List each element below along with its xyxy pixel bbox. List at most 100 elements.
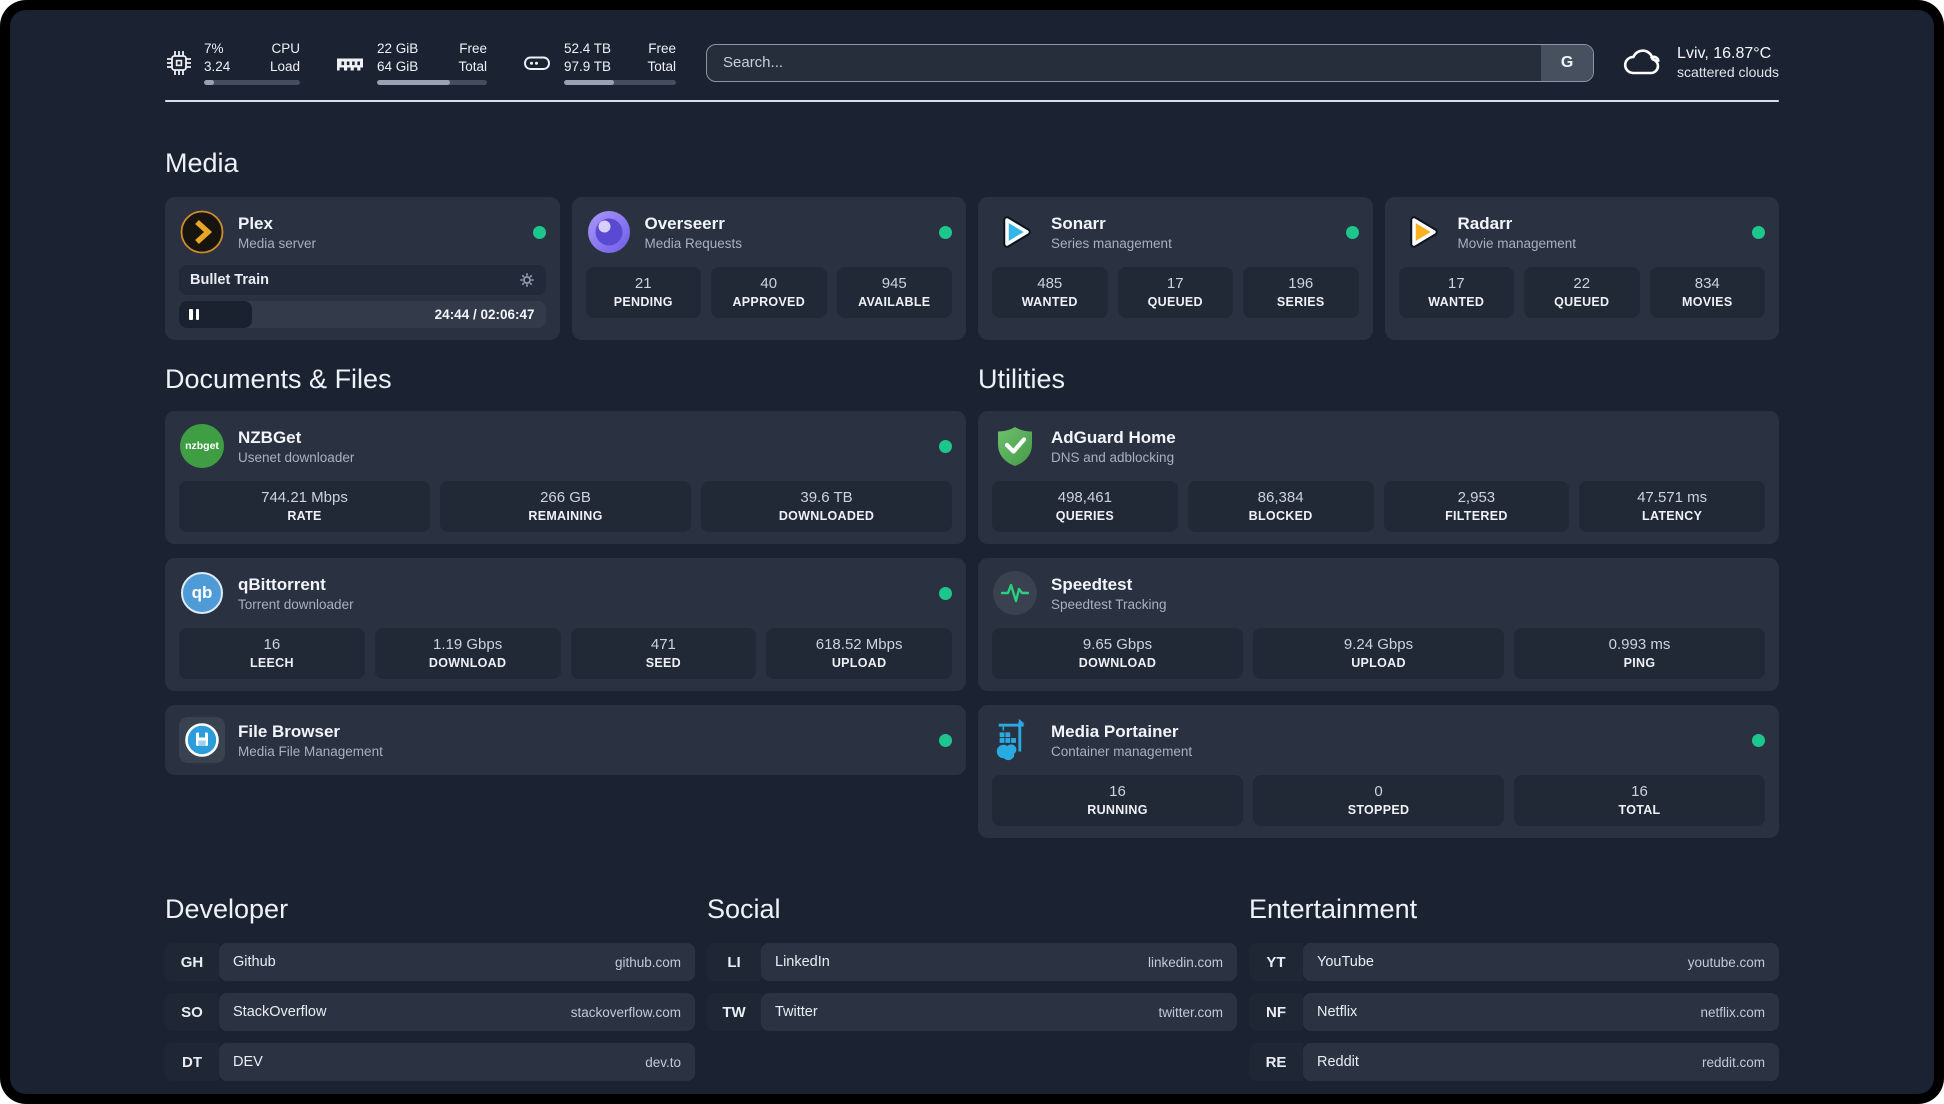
developer-section-title: Developer	[165, 894, 289, 925]
stat-label: RATE	[287, 509, 322, 524]
link-abbr: RE	[1249, 1043, 1303, 1082]
filebrowser-card[interactable]: File Browser Media File Management	[165, 705, 966, 776]
stat-tile: 0.993 ms PING	[1514, 628, 1765, 680]
app-description: Usenet downloader	[238, 449, 355, 465]
plex-card[interactable]: Plex Media server Bullet Train 24:44 / 0…	[165, 197, 560, 341]
link-row-netflix[interactable]: NF Netflix netflix.com	[1249, 993, 1779, 1032]
qbittorrent-card[interactable]: qb qBittorrent Torrent downloader 16 LEE…	[165, 558, 966, 692]
playback-time: 24:44 / 02:06:47	[434, 307, 535, 323]
adguard-icon	[992, 423, 1038, 469]
playback-progress-bar[interactable]: 24:44 / 02:06:47	[179, 301, 546, 329]
stat-value: 0.993 ms	[1608, 636, 1671, 654]
link-row-github[interactable]: GH Github github.com	[165, 943, 695, 982]
link-url: github.com	[614, 954, 681, 970]
link-row-stackoverflow[interactable]: SO StackOverflow stackoverflow.com	[165, 993, 695, 1032]
header-bar: 7% 3.24 CPU Load	[165, 40, 1779, 86]
storage-total-label: Total	[647, 58, 676, 74]
link-row-dev[interactable]: DT DEV dev.to	[165, 1043, 695, 1082]
app-description: Container management	[1051, 743, 1193, 759]
app-name: Media Portainer	[1051, 721, 1179, 741]
stat-label: PENDING	[613, 295, 673, 310]
header-divider	[165, 100, 1779, 103]
app-name: Overseerr	[644, 213, 725, 233]
stat-value: 471	[650, 636, 676, 654]
stat-value: 744.21 Mbps	[261, 489, 348, 507]
stat-tile: 2,953 FILTERED	[1383, 481, 1570, 533]
link-abbr: DT	[165, 1043, 219, 1082]
stat-value: 9.65 Gbps	[1082, 636, 1153, 654]
stat-tile: 618.52 Mbps UPLOAD	[766, 628, 952, 680]
stat-value: 9.24 Gbps	[1343, 636, 1414, 654]
app-description: Speedtest Tracking	[1051, 596, 1167, 612]
link-row-linkedin[interactable]: LI LinkedIn linkedin.com	[707, 943, 1237, 982]
stat-tile: 17 WANTED	[1398, 267, 1514, 319]
cpu-label: CPU	[271, 41, 300, 56]
stat-value: 22	[1573, 275, 1591, 293]
stat-label: QUEUED	[1554, 295, 1610, 310]
stat-label: DOWNLOAD	[1078, 656, 1157, 671]
entertainment-section-title: Entertainment	[1249, 894, 1418, 925]
link-name: Netflix	[1317, 1004, 1358, 1021]
stat-tile: 47.571 ms LATENCY	[1579, 481, 1765, 533]
link-name: LinkedIn	[775, 954, 830, 971]
status-dot	[1345, 225, 1359, 239]
now-playing-title: Bullet Train	[190, 272, 269, 289]
overseerr-card[interactable]: Overseerr Media Requests 21 PENDING 40 A…	[571, 197, 966, 341]
stat-tile: 834 MOVIES	[1649, 267, 1765, 319]
status-dot	[1752, 225, 1765, 239]
link-row-twitter[interactable]: TW Twitter twitter.com	[707, 993, 1237, 1032]
link-row-youtube[interactable]: YT YouTube youtube.com	[1249, 943, 1779, 982]
nzbget-card[interactable]: nzbget NZBGet Usenet downloader 744.21 M…	[165, 411, 966, 545]
gear-icon[interactable]	[519, 272, 535, 288]
sonarr-card[interactable]: Sonarr Series management 485 WANTED 17 Q…	[978, 197, 1373, 341]
stat-label: DOWNLOADED	[778, 509, 875, 524]
stat-value: 17	[1447, 275, 1465, 293]
link-url: reddit.com	[1701, 1054, 1765, 1070]
stat-tile: 22 QUEUED	[1524, 267, 1640, 319]
status-dot	[939, 439, 952, 453]
hard-drive-icon	[521, 50, 553, 76]
stat-label: APPROVED	[732, 295, 806, 310]
link-abbr: TW	[707, 993, 761, 1032]
stat-value: 17	[1166, 275, 1184, 293]
stat-label: MOVIES	[1682, 295, 1733, 310]
stat-value: 47.571 ms	[1637, 489, 1708, 507]
stat-tile: 744.21 Mbps RATE	[179, 481, 430, 533]
memory-progress-track	[377, 80, 487, 86]
link-row-reddit[interactable]: RE Reddit reddit.com	[1249, 1043, 1779, 1082]
portainer-icon	[992, 717, 1038, 763]
stat-value: 945	[881, 275, 907, 293]
status-dot	[939, 733, 952, 747]
status-dot	[939, 586, 952, 600]
stat-tile: 9.24 Gbps UPLOAD	[1253, 628, 1504, 680]
cpu-chip-icon	[165, 49, 193, 77]
app-name: Sonarr	[1051, 213, 1106, 233]
search-input[interactable]	[707, 44, 1542, 81]
stat-label: WANTED	[1428, 295, 1485, 310]
status-dot	[939, 225, 952, 239]
app-name: Plex	[238, 213, 273, 233]
storage-progress-track	[564, 80, 676, 86]
link-url: twitter.com	[1158, 1004, 1223, 1020]
search-engine-button[interactable]: G	[1541, 44, 1594, 81]
link-url: dev.to	[645, 1054, 681, 1070]
stat-value: 618.52 Mbps	[815, 636, 903, 654]
stat-value: 196	[1288, 275, 1314, 293]
stat-value: 21	[634, 275, 652, 293]
cpu-load-label: Load	[269, 58, 300, 74]
link-abbr: YT	[1249, 943, 1303, 982]
stat-label: UPLOAD	[1351, 656, 1406, 671]
portainer-card[interactable]: Media Portainer Container management 16 …	[978, 705, 1779, 839]
adguard-card[interactable]: AdGuard Home DNS and adblocking 498,461 …	[978, 411, 1779, 545]
link-url: netflix.com	[1700, 1004, 1765, 1020]
social-section-title: Social	[707, 894, 781, 925]
app-name: Radarr	[1457, 213, 1513, 233]
stat-label: UPLOAD	[831, 656, 887, 671]
app-description: DNS and adblocking	[1051, 449, 1175, 465]
stat-value: 16	[1109, 783, 1126, 801]
speedtest-card[interactable]: Speedtest Speedtest Tracking 9.65 Gbps D…	[978, 558, 1779, 692]
radarr-card[interactable]: Radarr Movie management 17 WANTED 22 QUE…	[1384, 197, 1779, 341]
utilities-column: Utilities AdGuard Home DNS and adblockin…	[978, 340, 1779, 852]
stat-value: 16	[1631, 783, 1648, 801]
app-name: Speedtest	[1051, 574, 1133, 594]
